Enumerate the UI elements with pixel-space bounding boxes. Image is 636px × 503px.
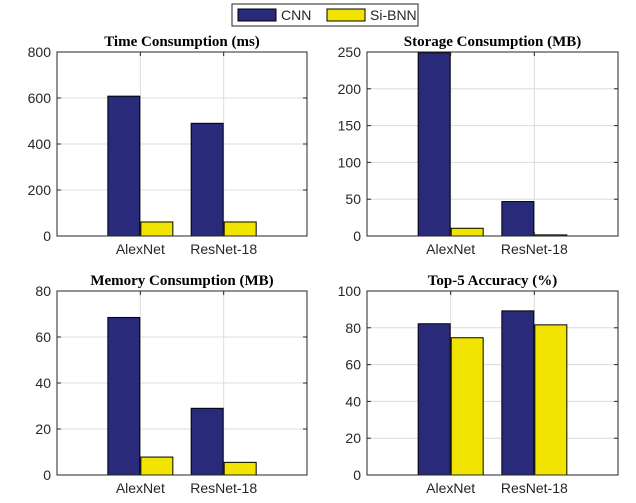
- legend-swatch-si-bnn: [326, 8, 366, 22]
- chart-title: Time Consumption (ms): [104, 34, 260, 50]
- bar-si-bnn-resnet-18: [534, 324, 568, 476]
- chart-panel-2: 0 50 100 150 200 250 AlexNet ResNet-18 Storage C…: [338, 34, 619, 257]
- x-tick-label: AlexNet: [116, 480, 165, 496]
- bar-cnn-alexnet: [107, 95, 141, 237]
- y-tick-label: 400: [28, 136, 52, 152]
- chart-panel-1: 0 200 400 600 800 AlexNet ResNet-18 Time Consum…: [28, 34, 308, 257]
- bar-cnn-resnet-18: [190, 122, 224, 237]
- legend: CNN Si-BNN: [231, 3, 419, 27]
- chart-title: Top-5 Accuracy (%): [428, 273, 557, 289]
- y-tick-label: 50: [345, 191, 361, 207]
- chart-panel-3: 0 20 40 60 80 AlexNet ResNet-18 Memory Consumpt…: [35, 273, 308, 496]
- legend-swatch-cnn: [237, 8, 277, 22]
- y-tick-label: 0: [43, 467, 51, 483]
- x-tick-label: ResNet-18: [190, 480, 257, 496]
- plot-area: [367, 52, 618, 236]
- bar-si-bnn-alexnet: [140, 456, 174, 476]
- bar-cnn-resnet-18: [190, 407, 224, 476]
- bar-cnn-alexnet: [417, 52, 451, 237]
- axes-frame: [366, 51, 619, 237]
- y-tick-label: 600: [28, 90, 52, 106]
- y-tick-label: 150: [338, 118, 362, 134]
- bar-si-bnn-alexnet: [450, 337, 484, 476]
- bar-si-bnn-alexnet: [140, 221, 174, 237]
- x-tick-label: ResNet-18: [501, 480, 568, 496]
- y-tick-label: 40: [345, 393, 361, 409]
- x-tick-label: AlexNet: [426, 480, 475, 496]
- y-tick-label: 800: [28, 44, 52, 60]
- legend-box: [231, 3, 419, 27]
- bar-si-bnn-resnet-18: [223, 221, 257, 237]
- bar-cnn-alexnet: [417, 323, 451, 476]
- legend-label-cnn: CNN: [281, 7, 311, 23]
- y-tick-label: 0: [353, 228, 361, 244]
- y-tick-label: 100: [338, 154, 362, 170]
- chart-title: Memory Consumption (MB): [90, 273, 273, 289]
- y-tick-label: 60: [35, 329, 51, 345]
- x-tick-label: ResNet-18: [190, 241, 257, 257]
- y-tick-label: 20: [345, 430, 361, 446]
- y-tick-label: 0: [353, 467, 361, 483]
- bar-si-bnn-alexnet: [450, 227, 484, 237]
- y-tick-label: 200: [338, 81, 362, 97]
- chart-title: Storage Consumption (MB): [404, 34, 582, 50]
- y-tick-label: 250: [338, 44, 362, 60]
- x-tick-label: AlexNet: [116, 241, 165, 257]
- x-tick-label: ResNet-18: [501, 241, 568, 257]
- plot-area: [367, 291, 618, 475]
- bar-cnn-resnet-18: [501, 201, 535, 237]
- y-tick-label: 60: [345, 357, 361, 373]
- axes-frame: [366, 290, 619, 476]
- y-tick-label: 80: [345, 320, 361, 336]
- y-tick-label: 80: [35, 283, 51, 299]
- y-tick-label: 0: [43, 228, 51, 244]
- y-tick-label: 200: [28, 182, 52, 198]
- x-tick-label: AlexNet: [426, 241, 475, 257]
- bar-cnn-alexnet: [107, 316, 141, 476]
- bar-si-bnn-resnet-18: [223, 461, 257, 476]
- legend-label-si-bnn: Si-BNN: [370, 7, 417, 23]
- y-tick-label: 100: [338, 283, 362, 299]
- bar-cnn-resnet-18: [501, 310, 535, 476]
- y-tick-label: 40: [35, 375, 51, 391]
- y-tick-label: 20: [35, 421, 51, 437]
- chart-panel-4: 0 20 40 60 80 100 AlexNet ResNet-18 Top-5 Accura…: [338, 273, 619, 496]
